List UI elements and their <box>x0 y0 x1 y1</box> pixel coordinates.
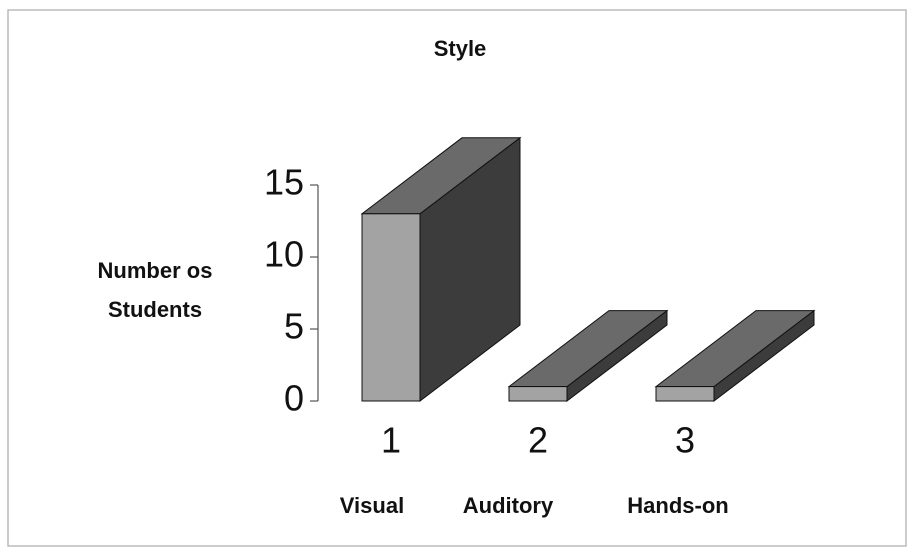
y-tick-label: 15 <box>264 162 304 203</box>
bar <box>508 386 568 402</box>
category-name: Auditory <box>463 493 554 518</box>
bar <box>655 386 715 402</box>
y-tick-label: 5 <box>284 306 304 347</box>
chart-title: Style <box>434 36 487 61</box>
bar <box>361 213 421 402</box>
y-axis-label: Students <box>108 297 202 322</box>
category-name: Visual <box>340 493 404 518</box>
y-tick-label: 0 <box>284 378 304 419</box>
y-axis-label: Number os <box>98 258 213 283</box>
y-tick-label: 10 <box>264 234 304 275</box>
category-name: Hands-on <box>627 493 728 518</box>
x-tick-label: 1 <box>381 420 401 461</box>
x-tick-label: 3 <box>675 420 695 461</box>
x-tick-label: 2 <box>528 420 548 461</box>
